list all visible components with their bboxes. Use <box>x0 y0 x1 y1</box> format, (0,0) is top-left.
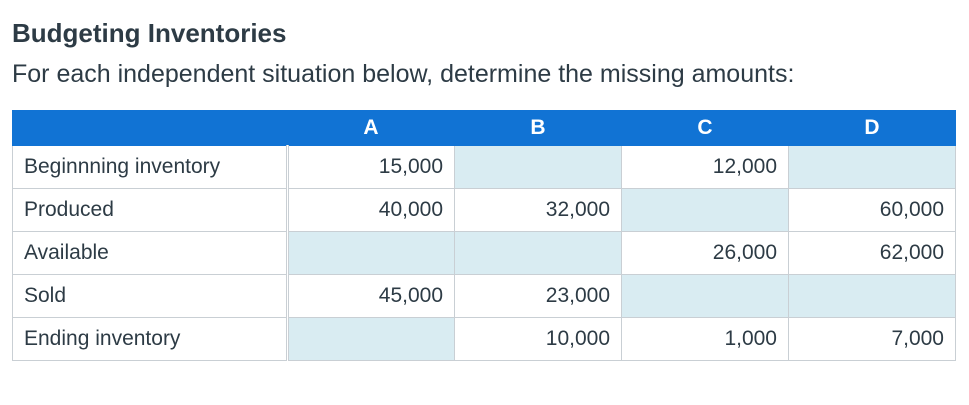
cell-ending-d: 7,000 <box>788 317 956 362</box>
cell-ending-c: 1,000 <box>621 317 789 362</box>
inventory-table: A B C D Beginnning inventory 15,000 12,0… <box>12 110 956 362</box>
row-label: Sold <box>12 274 288 319</box>
cell-ending-b: 10,000 <box>454 317 622 362</box>
column-header-a: A <box>287 110 455 147</box>
row-label: Beginnning inventory <box>12 145 288 190</box>
column-header-b: B <box>454 110 622 147</box>
cell-beginning-a: 15,000 <box>286 145 455 190</box>
row-label: Ending inventory <box>12 317 288 362</box>
row-label: Available <box>12 231 288 276</box>
cell-produced-a: 40,000 <box>286 188 455 233</box>
column-header-c: C <box>621 110 789 147</box>
row-label: Produced <box>12 188 288 233</box>
cell-produced-d: 60,000 <box>788 188 956 233</box>
cell-beginning-d[interactable] <box>788 145 956 190</box>
cell-sold-a: 45,000 <box>286 274 455 319</box>
cell-sold-c[interactable] <box>621 274 789 319</box>
cell-ending-a[interactable] <box>286 317 455 362</box>
table-row-available: Available 26,000 62,000 <box>12 231 956 276</box>
column-header-d: D <box>788 110 956 147</box>
table-header-row: A B C D <box>12 110 956 147</box>
cell-available-a[interactable] <box>286 231 455 276</box>
cell-available-c: 26,000 <box>621 231 789 276</box>
cell-produced-c[interactable] <box>621 188 789 233</box>
page: Budgeting Inventories For each independe… <box>12 18 956 362</box>
cell-available-b[interactable] <box>454 231 622 276</box>
cell-beginning-c: 12,000 <box>621 145 789 190</box>
cell-available-d: 62,000 <box>788 231 956 276</box>
cell-sold-d[interactable] <box>788 274 956 319</box>
page-subtitle: For each independent situation below, de… <box>12 60 795 89</box>
cell-produced-b: 32,000 <box>454 188 622 233</box>
table-row-sold: Sold 45,000 23,000 <box>12 274 956 319</box>
table-row-ending-inventory: Ending inventory 10,000 1,000 7,000 <box>12 317 956 362</box>
table-row-beginning-inventory: Beginnning inventory 15,000 12,000 <box>12 145 956 190</box>
table-row-produced: Produced 40,000 32,000 60,000 <box>12 188 956 233</box>
corner-header <box>12 110 288 147</box>
cell-beginning-b[interactable] <box>454 145 622 190</box>
page-title: Budgeting Inventories <box>12 18 287 48</box>
cell-sold-b: 23,000 <box>454 274 622 319</box>
